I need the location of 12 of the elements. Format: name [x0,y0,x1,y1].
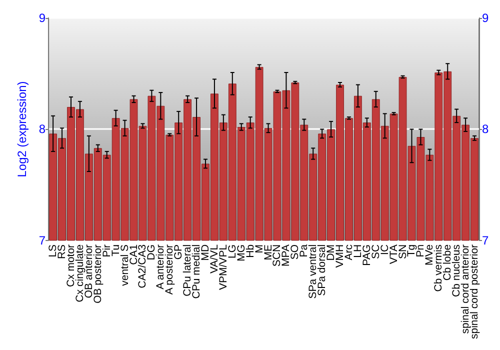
x-tick-label: Tg [406,244,418,257]
y-tick-label: 8 [38,122,46,136]
x-tick-label: A posterior [164,244,176,295]
y2-tick-label: 7 [482,233,489,248]
y-axis-title: Log2 (expression) [15,81,29,178]
x-tick-label: DG [146,244,158,260]
y-tick-label: 7 [38,233,46,248]
y2-tick-label: 8 [482,122,489,136]
y-tick-label: 9 [38,11,46,25]
x-tick-label: RS [56,244,68,260]
x-tick-label: spinal cord posterior [468,244,481,339]
y2-tick-label: 9 [482,11,489,25]
